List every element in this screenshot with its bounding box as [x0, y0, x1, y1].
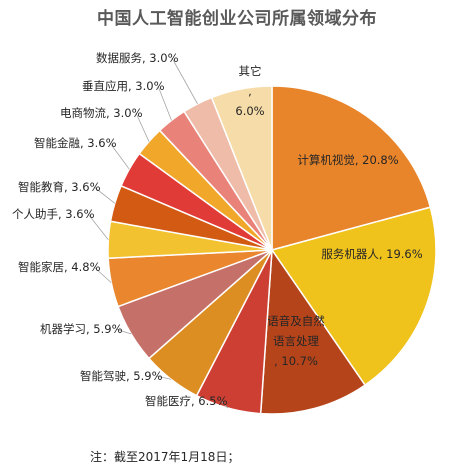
slice-label: 智能金融, 3.6% [34, 136, 117, 150]
leader-line [93, 266, 112, 284]
slice-label: 其它, 6.0% [235, 64, 264, 118]
slice-label: 个人助手, 3.6% [12, 207, 95, 221]
slice-label: 数据服务, 3.0% [96, 51, 179, 65]
leader-line [115, 328, 132, 335]
slice-label: 垂直应用, 3.0% [82, 79, 165, 93]
leader-line [171, 57, 198, 105]
slice-label: 计算机视觉, 20.8% [297, 153, 398, 167]
slice-label: 智能驾驶, 5.9% [80, 369, 163, 383]
slice-label: 语音及自然语言处理, 10.7% [267, 314, 325, 368]
pie-slice [271, 85, 432, 251]
slice-label: 智能医疗, 6.5% [145, 394, 228, 408]
leader-line [93, 186, 116, 204]
footnote: 注：截至2017年1月18日； [90, 450, 240, 464]
leader-line [220, 400, 229, 409]
slice-label: 服务机器人, 19.6% [321, 247, 422, 261]
leader-line [157, 85, 172, 121]
leader-line [135, 112, 150, 142]
pie-slice [270, 206, 437, 387]
slice-label: 机器学习, 5.9% [40, 322, 123, 336]
slice-label: 智能家居, 4.8% [18, 260, 101, 274]
leader-line [109, 142, 130, 170]
leader-line [155, 375, 172, 380]
pie-slice [259, 247, 367, 415]
slice-label: 智能教育, 3.6% [18, 180, 101, 194]
leader-line [87, 213, 109, 240]
slice-label: 电商物流, 3.0% [60, 106, 143, 120]
pie-slice [210, 85, 273, 251]
chart-title: 中国人工智能创业公司所属领域分布 [97, 9, 377, 29]
